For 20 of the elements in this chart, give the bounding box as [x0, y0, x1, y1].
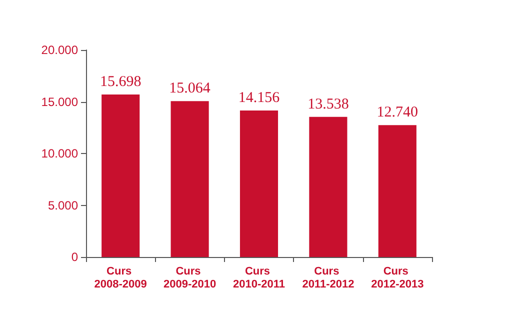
bar [240, 110, 278, 257]
data-label: 13.538 [308, 96, 349, 112]
x-tick-label: Curs 2009-2010 [163, 266, 216, 290]
bar [378, 125, 416, 257]
x-tick-label: Curs 2012-2013 [371, 266, 424, 290]
data-label: 14.156 [238, 90, 280, 106]
data-label: 12.740 [376, 104, 418, 121]
bar [309, 116, 348, 257]
x-tick-label: Curs 2008-2009 [94, 266, 147, 290]
x-tick-label: Curs 2010-2011 [233, 266, 285, 290]
y-tick-label: 10.000 [41, 146, 78, 160]
x-tick-label: Curs 2011-2012 [302, 266, 354, 290]
y-tick-label: 0 [71, 250, 78, 264]
bar [102, 94, 140, 257]
y-tick-label: 5.000 [48, 198, 78, 212]
bar [170, 101, 209, 257]
y-tick-label: 20.000 [41, 43, 78, 57]
y-tick-label: 15.000 [41, 94, 78, 109]
data-label: 15.064 [169, 80, 211, 97]
data-label: 15.698 [100, 74, 142, 90]
